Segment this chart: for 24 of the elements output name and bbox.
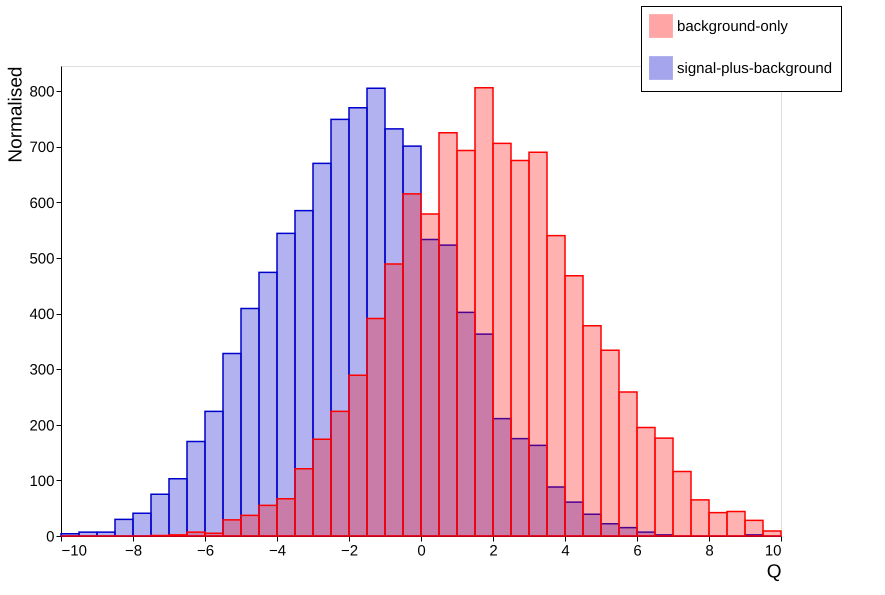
y-tick-label: 100 <box>29 472 54 490</box>
x-tick-label: 8 <box>705 542 714 560</box>
y-tick-label: 200 <box>29 417 54 434</box>
x-tick-label: 0 <box>417 542 426 560</box>
x-tick-label: 6 <box>633 542 642 560</box>
y-tick-label: 600 <box>29 194 54 212</box>
y-tick-label: 500 <box>29 250 54 268</box>
x-tick-label: −2 <box>340 542 358 560</box>
y-tick-label: 800 <box>29 84 54 101</box>
x-axis-title: Q <box>766 562 782 582</box>
x-tick-label: 4 <box>561 542 570 560</box>
x-tick-label: −8 <box>124 542 142 560</box>
legend-label: signal-plus-background <box>677 60 832 77</box>
y-tick-label: 700 <box>29 139 54 156</box>
x-tick-label: −6 <box>196 542 214 560</box>
legend-label: background-only <box>677 18 788 35</box>
x-tick-label: −4 <box>268 542 286 560</box>
y-tick-label: 0 <box>46 528 54 546</box>
x-tick-label: 2 <box>489 542 498 560</box>
x-tick-label: −10 <box>62 542 87 560</box>
x-tick-label: 10 <box>764 542 782 560</box>
y-axis-title: Normalised <box>5 66 26 163</box>
y-tick-label: 300 <box>29 362 54 379</box>
y-tick-label: 400 <box>29 306 54 324</box>
